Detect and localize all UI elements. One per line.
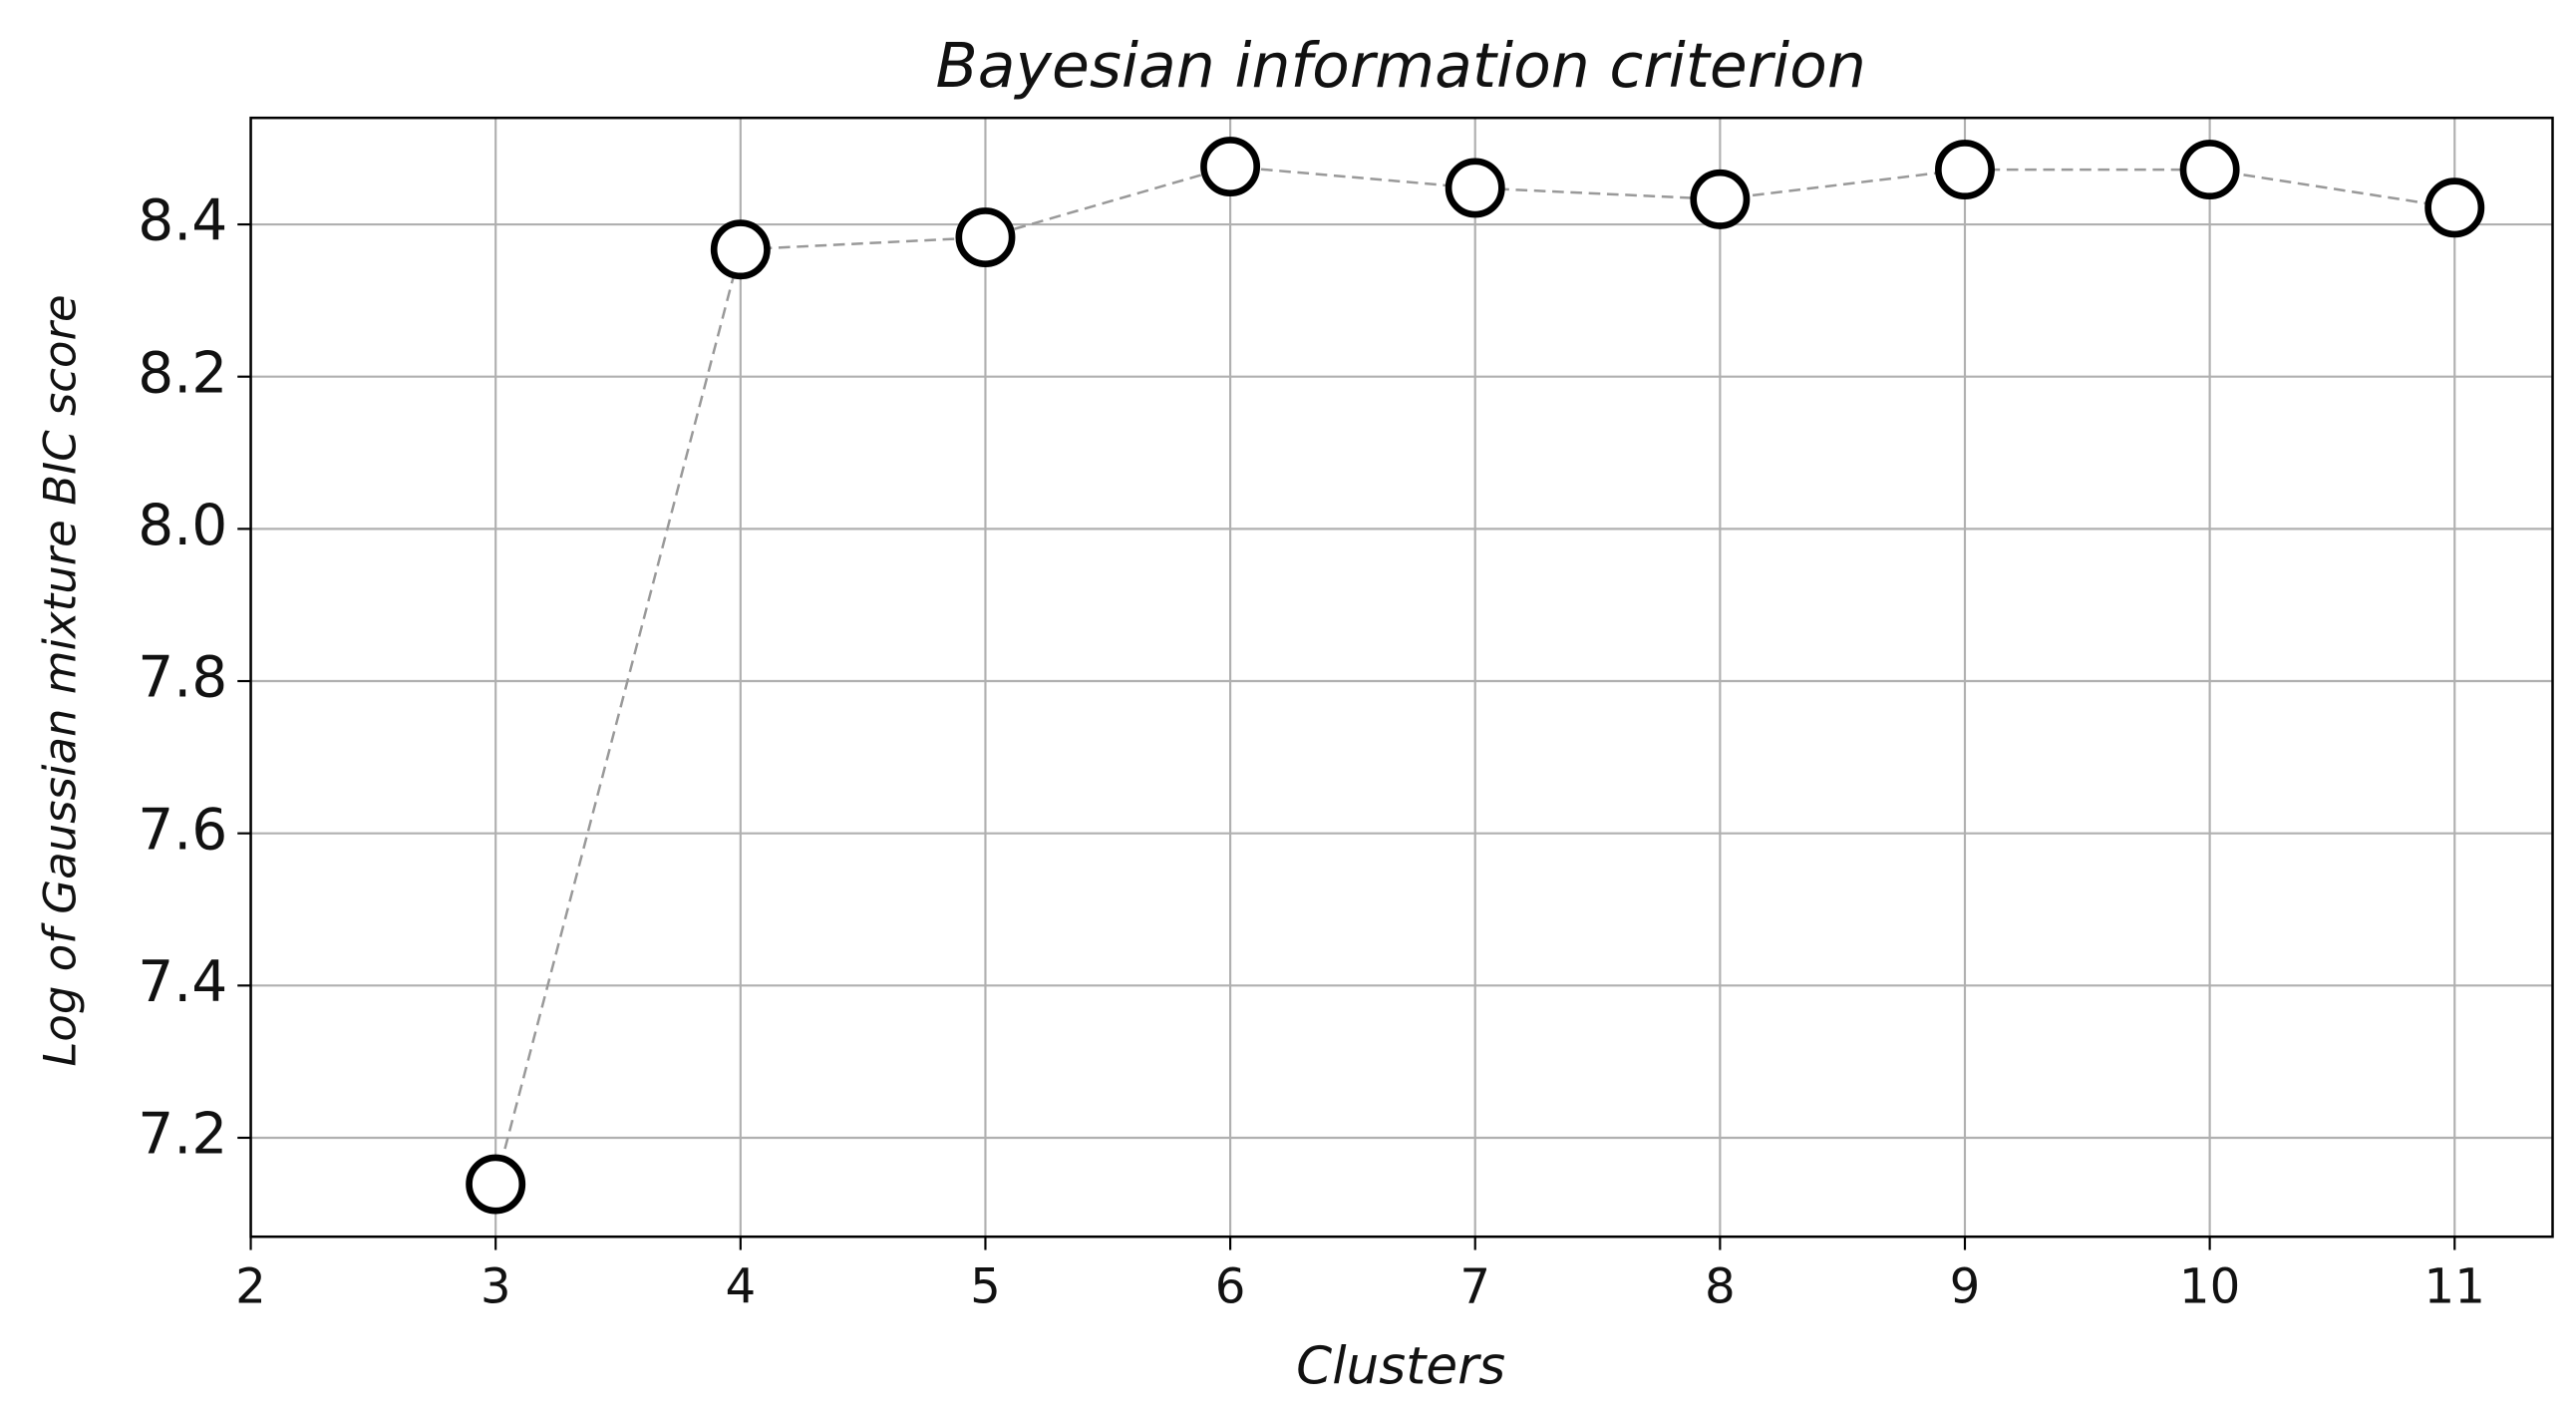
chart-title: Bayesian information criterion: [936, 30, 1866, 102]
x-tick-label: 7: [1459, 1258, 1490, 1314]
marker: [1690, 169, 1751, 229]
y-tick-label: 8.4: [138, 188, 227, 254]
marker: [2179, 140, 2240, 200]
plot-frame: [249, 116, 2554, 1239]
y-tick-label: 7.6: [138, 797, 227, 863]
y-tick-label: 8.2: [138, 340, 227, 406]
marker: [710, 219, 771, 280]
marker: [2424, 177, 2485, 238]
x-tick-label: 2: [235, 1258, 266, 1314]
x-tick-label: 4: [725, 1258, 756, 1314]
marker: [466, 1154, 526, 1215]
y-tick-label: 7.8: [138, 645, 227, 711]
y-tick-label: 7.4: [138, 949, 227, 1015]
y-tick-label: 7.2: [138, 1102, 227, 1168]
marker: [955, 207, 1016, 267]
x-tick-label: 8: [1705, 1258, 1736, 1314]
marker: [1935, 140, 1995, 200]
x-tick-label: 11: [2424, 1258, 2485, 1314]
x-axis-label: Clusters: [1296, 1336, 1505, 1396]
marker: [1445, 158, 1505, 218]
x-tick-label: 5: [970, 1258, 1001, 1314]
x-tick-label: 10: [2179, 1258, 2240, 1314]
x-tick-label: 6: [1215, 1258, 1246, 1314]
line: [493, 165, 2455, 1185]
x-tick-label: 9: [1950, 1258, 1981, 1314]
y-axis-label: Log of Gaussian mixture BIC score: [33, 294, 86, 1066]
x-tick-label: 3: [481, 1258, 511, 1314]
y-tick-label: 8.0: [138, 493, 227, 558]
marker: [1200, 137, 1261, 197]
